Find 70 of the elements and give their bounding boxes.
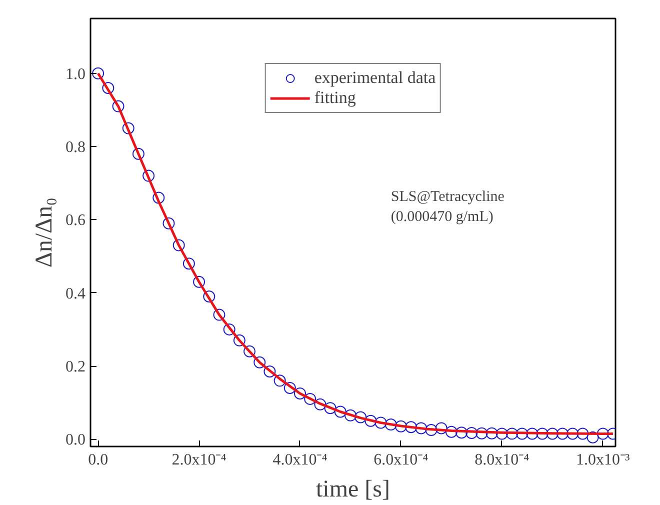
point xyxy=(254,356,266,368)
point xyxy=(172,239,185,252)
point xyxy=(132,148,144,160)
point xyxy=(586,431,599,444)
point xyxy=(324,402,336,414)
point xyxy=(354,411,367,424)
annotation: (0.000470 g/mL) xyxy=(390,209,494,226)
point xyxy=(203,290,216,303)
x-tick-label: 4.0x10⁻⁴ xyxy=(272,452,328,468)
legend-label: experimental data xyxy=(314,68,436,88)
point xyxy=(415,422,428,434)
y-tick-label: 0.4 xyxy=(66,285,86,302)
x-tick-label: 1.0x10⁻³ xyxy=(576,452,630,468)
annotation: SLS@Tetracycline xyxy=(390,189,505,206)
point xyxy=(223,323,236,336)
point xyxy=(506,428,518,440)
point xyxy=(162,217,175,230)
y-tick-label: 0.2 xyxy=(66,358,86,376)
point xyxy=(516,428,528,440)
x-tick-label: 8.0x10⁻⁴ xyxy=(474,452,530,468)
point xyxy=(344,409,356,422)
point xyxy=(476,427,488,440)
line-series xyxy=(96,72,614,435)
point xyxy=(142,170,155,182)
point xyxy=(112,100,124,112)
point xyxy=(294,387,306,400)
point xyxy=(496,428,508,440)
x-tick-label: 2.0x10⁻⁴ xyxy=(172,452,227,468)
point xyxy=(193,276,206,288)
y-tick-label: 0.8 xyxy=(66,139,86,156)
point xyxy=(546,428,558,440)
point xyxy=(304,392,316,405)
point xyxy=(213,308,226,321)
point xyxy=(445,426,458,438)
y-tick-label: 0.0 xyxy=(66,432,86,449)
point xyxy=(364,414,377,427)
point xyxy=(466,426,478,439)
point xyxy=(435,422,448,434)
point xyxy=(374,416,387,429)
point xyxy=(334,406,346,418)
point xyxy=(536,428,548,440)
point xyxy=(92,67,104,80)
point xyxy=(264,366,276,378)
x-tick-label: 6.0x10⁻⁴ xyxy=(374,452,429,468)
point xyxy=(576,428,589,440)
point xyxy=(456,426,468,439)
x-tick-label: 0.0 xyxy=(88,452,108,468)
point xyxy=(486,427,498,440)
point xyxy=(556,428,568,440)
point xyxy=(233,334,246,346)
point xyxy=(314,398,326,410)
point xyxy=(526,428,538,440)
point xyxy=(102,82,114,94)
point xyxy=(566,428,579,440)
y-tick-label: 1.0 xyxy=(66,66,86,83)
point xyxy=(182,258,195,270)
point xyxy=(284,382,296,394)
point xyxy=(405,421,418,434)
x-axis-title: time [s] xyxy=(316,476,390,502)
point xyxy=(425,424,438,436)
point xyxy=(394,420,407,432)
point xyxy=(596,428,609,440)
y-tick-label: 0.6 xyxy=(66,212,86,230)
point xyxy=(152,192,165,204)
point xyxy=(122,122,134,134)
point xyxy=(384,418,397,431)
point xyxy=(244,345,256,358)
y-axis-title: Δn/Δn₀ xyxy=(32,198,58,268)
legend-label: fitting xyxy=(314,88,356,108)
point xyxy=(274,374,286,387)
